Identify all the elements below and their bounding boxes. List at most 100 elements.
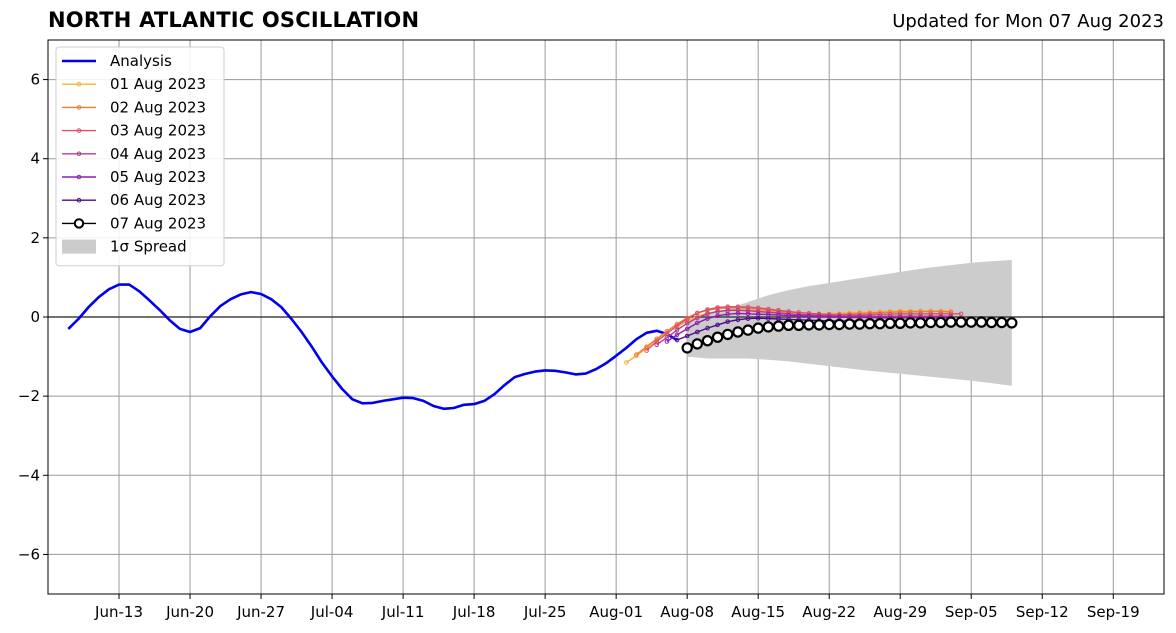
legend-label: 07 Aug 2023 <box>110 214 206 232</box>
forecast-point <box>705 325 710 331</box>
y-tick-label: 2 <box>30 229 40 247</box>
legend-entry: 01 Aug 2023 <box>62 75 206 93</box>
y-tick-label: −2 <box>18 387 40 405</box>
latest-forecast-point <box>965 316 977 328</box>
legend-label: 01 Aug 2023 <box>110 75 206 93</box>
latest-forecast-point <box>864 318 876 330</box>
legend-entry: 03 Aug 2023 <box>62 122 206 140</box>
latest-forecast-point <box>1006 317 1018 329</box>
x-tick-label: Jul-04 <box>310 603 354 621</box>
latest-forecast-point <box>894 317 906 329</box>
latest-forecast-point <box>772 320 785 332</box>
legend-swatch-marker <box>76 151 82 157</box>
forecast-point <box>684 321 690 326</box>
latest-forecast-point <box>914 317 927 329</box>
y-tick-label: 6 <box>30 71 40 89</box>
latest-forecast-point <box>803 319 815 331</box>
forecast-point <box>766 316 771 321</box>
forecast-point <box>674 323 680 329</box>
latest-forecast-point <box>732 326 744 338</box>
forecast-point <box>654 342 660 348</box>
forecast-point <box>705 316 710 321</box>
analysis-line <box>67 283 678 411</box>
forecast-point <box>674 337 680 343</box>
legend-swatch-marker <box>76 197 82 203</box>
legend-entry: 06 Aug 2023 <box>62 191 206 209</box>
latest-forecast-point <box>813 319 825 331</box>
latest-forecast-point <box>691 338 704 350</box>
forecast-point <box>776 308 781 313</box>
x-tick-label: Jun-13 <box>94 603 143 621</box>
legend-label: Analysis <box>110 52 172 70</box>
forecast-point <box>684 333 690 339</box>
forecast-point <box>695 315 700 321</box>
x-tick-label: Jul-18 <box>452 603 496 621</box>
latest-forecast-point <box>722 328 734 341</box>
forecast-point <box>624 360 629 365</box>
forecast-point <box>695 320 700 326</box>
latest-forecast-point <box>904 317 917 329</box>
forecast-point <box>735 317 741 323</box>
tick-layer: 6 4 2 0 −2 −4 −6 Jun-13 Jun-20 Jun-27 Jul-04 Jul-11… <box>18 71 1140 621</box>
latest-forecast-point <box>711 331 724 343</box>
legend-entry: 04 Aug 2023 <box>62 145 206 163</box>
forecast-point <box>684 316 690 322</box>
forecast-point <box>735 311 741 316</box>
legend-label: 02 Aug 2023 <box>110 98 206 116</box>
latest-forecast-point <box>925 316 937 329</box>
legend: Analysis 01 Aug 2023 02 Aug 2023 03 Aug 202… <box>55 46 225 267</box>
x-tick-label: Aug-29 <box>873 603 927 621</box>
x-tick-label: Jul-25 <box>523 603 567 621</box>
forecast-point <box>958 311 964 317</box>
legend-label: 04 Aug 2023 <box>110 145 206 163</box>
y-tick-label: 4 <box>30 150 40 168</box>
forecast-point <box>664 339 670 344</box>
forecast-point <box>745 308 751 314</box>
forecast-point <box>684 326 690 332</box>
latest-forecast-point <box>742 324 754 336</box>
forecast-point <box>735 308 741 313</box>
latest-forecast-point <box>985 316 998 329</box>
x-tick-label: Aug-22 <box>802 603 856 621</box>
legend-spread-swatch <box>62 239 96 254</box>
latest-forecast-point <box>955 316 967 328</box>
forecast-point <box>674 327 680 333</box>
forecast-point <box>725 311 731 317</box>
grid-layer <box>48 40 1164 594</box>
x-tick-label: Aug-15 <box>731 603 785 621</box>
legend-label: 1σ Spread <box>110 238 187 256</box>
forecast-point <box>644 348 649 353</box>
forecast-point <box>715 313 720 319</box>
x-tick-label: Aug-01 <box>589 603 643 621</box>
legend-label: 05 Aug 2023 <box>110 168 206 186</box>
latest-forecast-point <box>793 319 805 331</box>
legend-label: 06 Aug 2023 <box>110 191 206 209</box>
x-tick-label: Jun-20 <box>165 603 214 621</box>
x-tick-label: Jul-11 <box>381 603 425 621</box>
latest-forecast-point <box>884 317 896 329</box>
forecast-point <box>705 307 710 312</box>
latest-forecast-point <box>853 318 866 330</box>
forecast-point <box>695 329 700 335</box>
legend-entry: Analysis <box>62 52 172 70</box>
x-tick-label: Sep-12 <box>1016 603 1069 621</box>
legend-entry: 05 Aug 2023 <box>62 168 206 186</box>
y-tick-label: −6 <box>18 545 40 563</box>
forecast-point <box>695 310 700 316</box>
forecast-point <box>755 315 761 321</box>
legend-entry: 07 Aug 2023 <box>62 214 206 232</box>
latest-forecast-point <box>752 322 764 334</box>
latest-forecast-point <box>782 319 795 331</box>
forecast-point <box>755 309 761 314</box>
latest-forecast-point <box>945 316 957 328</box>
forecast-point <box>715 322 720 328</box>
forecast-point <box>745 316 751 321</box>
chart-title: NORTH ATLANTIC OSCILLATION <box>48 8 420 32</box>
y-tick-label: −4 <box>18 466 40 484</box>
forecast-point <box>705 311 710 317</box>
analysis-layer <box>67 283 678 411</box>
legend-entry: 02 Aug 2023 <box>62 98 206 116</box>
legend-label: 03 Aug 2023 <box>110 122 206 140</box>
forecast-point <box>634 352 639 357</box>
latest-forecast-point <box>833 318 846 331</box>
